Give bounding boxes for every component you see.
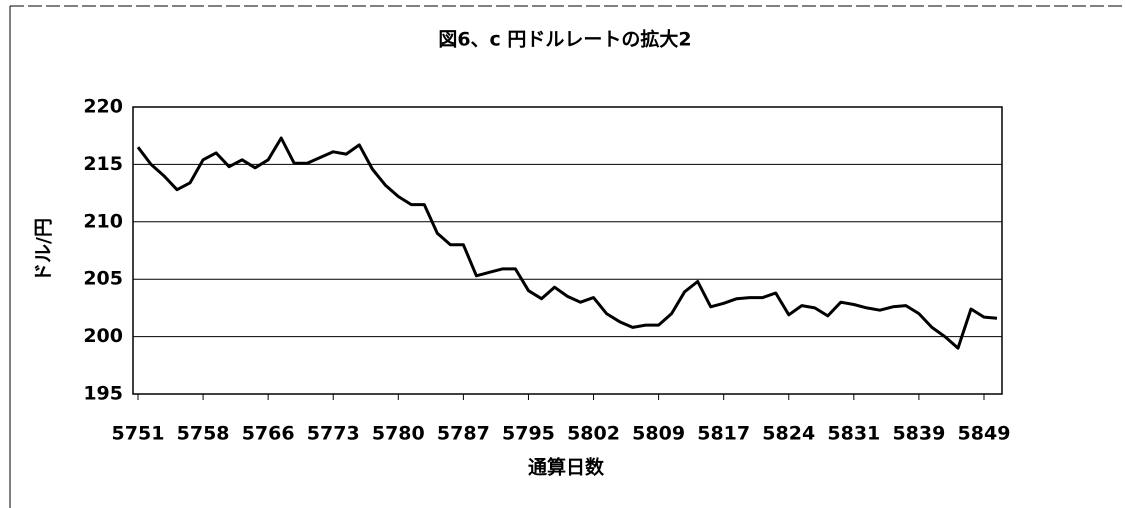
x-tick-label: 5809: [632, 423, 685, 445]
x-tick-label: 5839: [892, 423, 945, 445]
x-tick-label: 5751: [112, 423, 165, 445]
y-tick-label: 215: [83, 153, 123, 175]
x-tick-label: 5773: [307, 423, 360, 445]
y-tick-label: 205: [83, 268, 123, 290]
y-tick-label: 195: [83, 383, 123, 405]
y-axis-title: ドル/円: [33, 218, 55, 282]
plot-border: [132, 106, 1003, 395]
x-tick-label: 5802: [567, 423, 620, 445]
x-tick-label: 5758: [177, 423, 230, 445]
x-axis-title: 通算日数: [528, 456, 605, 479]
x-tick-label: 5824: [762, 423, 815, 445]
y-tick-label: 220: [83, 96, 123, 118]
chart-title: 図6、c 円ドルレートの拡大2: [438, 28, 691, 51]
x-tick-label: 5795: [502, 423, 555, 445]
line: [136, 136, 998, 350]
x-tick-label: 5780: [372, 423, 425, 445]
x-tick-label: 5787: [437, 423, 490, 445]
x-tick-label: 5817: [697, 423, 750, 445]
y-tick-label: 210: [83, 210, 123, 232]
x-tick-label: 5849: [958, 423, 1011, 445]
x-tick-label: 5831: [827, 423, 880, 445]
y-tick-label: 200: [83, 325, 123, 347]
x-tick-label: 5766: [242, 423, 295, 445]
